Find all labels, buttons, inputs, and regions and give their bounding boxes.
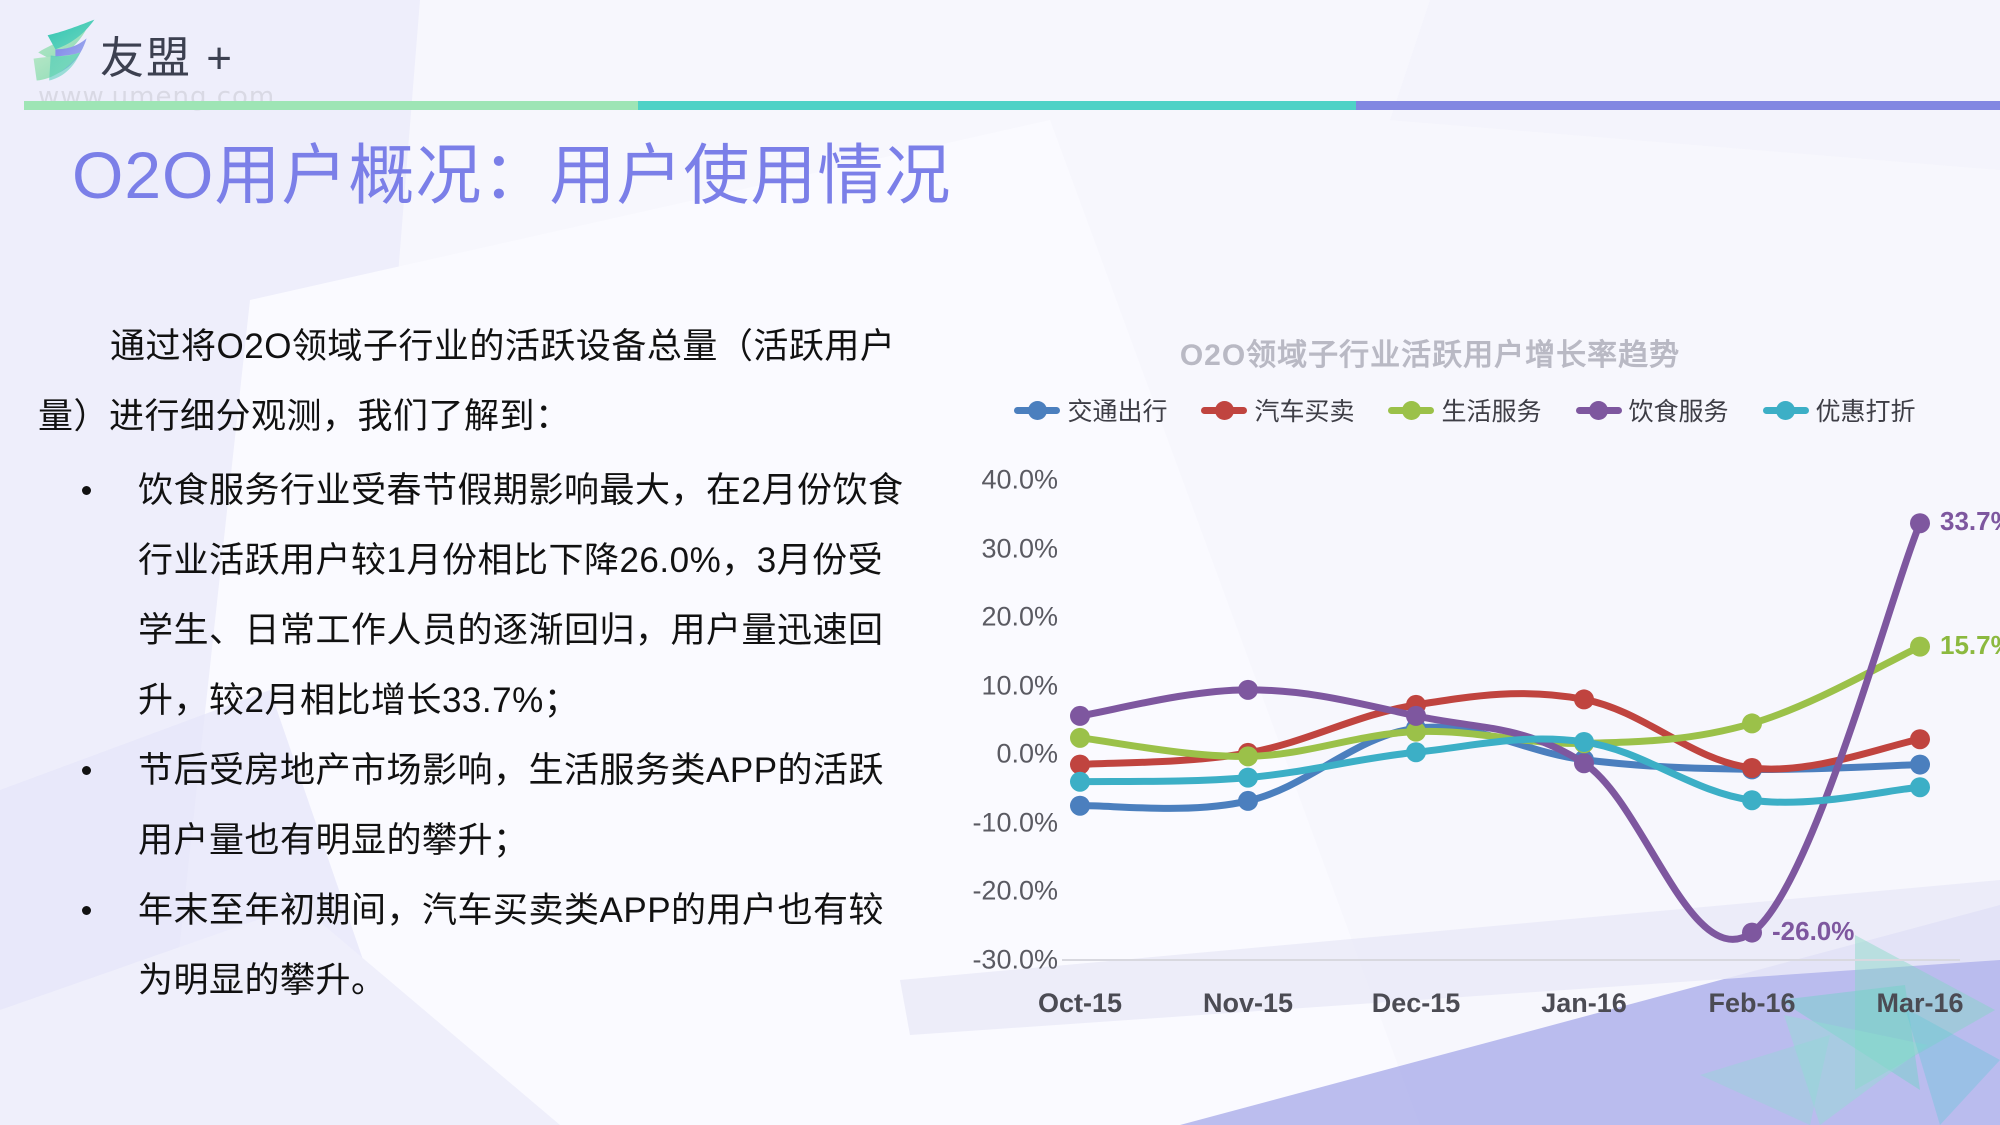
chart-legend: 交通出行 汽车买卖 生活服务 饮食服务 优惠打折	[930, 392, 2000, 428]
header-rule-green	[24, 101, 638, 110]
chart-series	[1070, 636, 1930, 767]
y-axis-tick-label: 40.0%	[981, 464, 1058, 495]
legend-label: 交通出行	[1067, 398, 1168, 426]
chart-panel: O2O领域子行业活跃用户增长率趋势 交通出行 汽车买卖 生活服务 饮食服务 优惠打折 4…	[930, 330, 2000, 1070]
list-item: 节后受房地产市场影响，生活服务类APP的活跃用户量也有明显的攀升；	[38, 736, 918, 876]
list-item-text: 节后受房地产市场影响，生活服务类APP的活跃用户量也有明显的攀升；	[138, 751, 885, 860]
list-item: 年末至年初期间，汽车买卖类APP的用户也有较为明显的攀升。	[38, 876, 918, 1016]
legend-item[interactable]: 汽车买卖	[1201, 392, 1354, 428]
legend-swatch-icon	[1575, 400, 1622, 420]
series-data-point[interactable]	[1574, 753, 1594, 774]
series-data-point[interactable]	[1238, 767, 1258, 788]
series-data-point[interactable]	[1070, 771, 1090, 792]
series-data-point[interactable]	[1910, 636, 1930, 657]
series-data-point[interactable]	[1406, 742, 1426, 763]
list-item-text: 年末至年初期间，汽车买卖类APP的用户也有较为明显的攀升。	[138, 891, 885, 1000]
series-data-point[interactable]	[1574, 731, 1594, 752]
y-axis-tick-label: -30.0%	[972, 944, 1058, 975]
y-axis-tick-label: 30.0%	[981, 533, 1058, 564]
x-axis-tick-label: Dec-15	[1371, 988, 1461, 1018]
chart-data-label: 15.7%	[1940, 629, 2000, 660]
y-axis-tick-label: -20.0%	[972, 875, 1058, 906]
brand-name: 友盟 +	[100, 34, 234, 83]
bullet-dot-icon	[82, 766, 91, 775]
chart-series	[1070, 731, 1930, 811]
series-data-point[interactable]	[1238, 679, 1258, 700]
lede-paragraph: 通过将O2O领域子行业的活跃设备总量（活跃用户量）进行细分观测，我们了解到：	[38, 327, 896, 436]
list-item-text: 饮食服务行业受春节假期影响最大，在2月份饮食行业活跃用户较1月份相比下降26.0…	[138, 471, 904, 720]
chart-data-label: 33.7%	[1940, 506, 2000, 537]
bullet-list: 饮食服务行业受春节假期影响最大，在2月份饮食行业活跃用户较1月份相比下降26.0…	[38, 456, 918, 1016]
x-axis-tick-label: Oct-15	[1037, 988, 1123, 1018]
series-data-point[interactable]	[1238, 746, 1258, 767]
series-data-point[interactable]	[1742, 758, 1762, 778]
series-data-point[interactable]	[1574, 689, 1594, 710]
list-item: 饮食服务行业受春节假期影响最大，在2月份饮食行业活跃用户较1月份相比下降26.0…	[38, 456, 918, 736]
series-line	[1076, 643, 1924, 760]
bullet-dot-icon	[82, 906, 91, 915]
series-data-point[interactable]	[1070, 705, 1090, 726]
series-data-point[interactable]	[1070, 795, 1090, 816]
legend-label: 生活服务	[1441, 398, 1542, 426]
body-copy: 通过将O2O领域子行业的活跃设备总量（活跃用户量）进行细分观测，我们了解到： 饮…	[38, 312, 918, 1016]
legend-item[interactable]: 生活服务	[1388, 392, 1542, 428]
chart-plot-area: 40.0% 30.0% 20.0% 10.0% 0.0% -10.0% -20.0% -30.…	[930, 440, 2000, 1070]
legend-swatch-icon	[1014, 400, 1061, 420]
series-data-point[interactable]	[1070, 754, 1090, 775]
x-axis-tick-label: Nov-15	[1202, 988, 1294, 1018]
chart-title: O2O领域子行业活跃用户增长率趋势	[1179, 339, 1681, 372]
series-data-point[interactable]	[1742, 790, 1762, 811]
legend-label: 汽车买卖	[1254, 398, 1355, 426]
x-axis-tick-label: Feb-16	[1708, 988, 1796, 1018]
legend-swatch-icon	[1388, 400, 1435, 420]
brand-logo[interactable]: 友盟 + www.umeng.com	[22, 8, 442, 112]
series-data-point[interactable]	[1238, 790, 1258, 811]
series-line	[1076, 735, 1924, 806]
y-axis-tick-label: 10.0%	[981, 670, 1058, 701]
chart-series	[1070, 513, 1930, 943]
page-title: O2O用户概况：用户使用情况	[72, 138, 952, 212]
series-data-point[interactable]	[1910, 777, 1930, 798]
x-axis-tick-label: Mar-16	[1876, 988, 1964, 1018]
legend-label: 优惠打折	[1815, 398, 1916, 426]
series-data-point[interactable]	[1910, 754, 1930, 775]
chart-lines-svg	[1062, 513, 1960, 961]
header-rule-teal	[638, 101, 1356, 110]
legend-swatch-icon	[1762, 400, 1809, 420]
bullet-dot-icon	[82, 486, 91, 495]
y-axis-tick-label: -10.0%	[972, 807, 1058, 838]
series-data-point[interactable]	[1070, 727, 1090, 748]
legend-item[interactable]: 饮食服务	[1575, 392, 1729, 428]
series-data-point[interactable]	[1910, 729, 1930, 750]
legend-item[interactable]: 优惠打折	[1762, 392, 1916, 428]
legend-label: 饮食服务	[1628, 398, 1729, 426]
series-data-point[interactable]	[1742, 713, 1762, 734]
series-data-point[interactable]	[1406, 721, 1426, 742]
series-data-point[interactable]	[1910, 513, 1930, 534]
chart-data-label: -26.0%	[1772, 915, 1855, 946]
series-data-point[interactable]	[1742, 922, 1762, 943]
y-axis-tick-label: 0.0%	[996, 738, 1058, 769]
series-data-point[interactable]	[1406, 705, 1426, 726]
legend-item[interactable]: 交通出行	[1014, 392, 1167, 428]
series-line	[1076, 519, 1924, 943]
hummingbird-logo-icon	[33, 19, 95, 81]
legend-swatch-icon	[1201, 400, 1248, 420]
header-rule-purple	[1356, 101, 2000, 110]
x-axis-tick-label: Jan-16	[1541, 988, 1627, 1018]
y-axis-tick-label: 20.0%	[981, 601, 1058, 632]
